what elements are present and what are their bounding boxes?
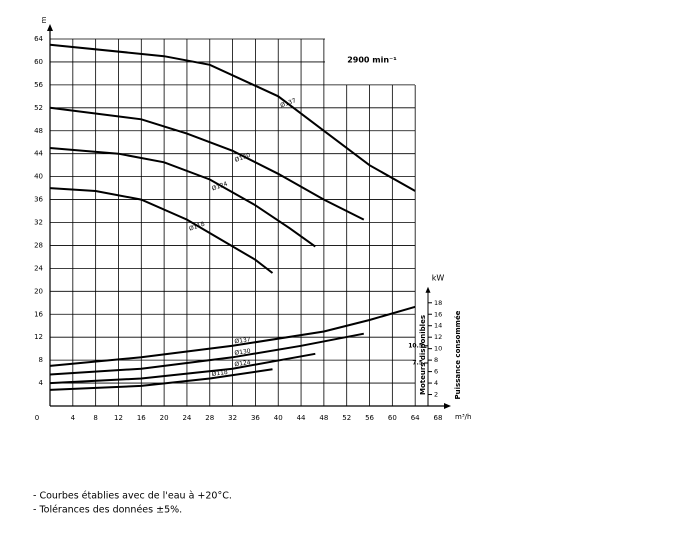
x-tick-label: 8: [93, 414, 97, 422]
x-tick-label: 56: [365, 414, 374, 422]
y-tick-label: 56: [34, 81, 43, 89]
y2-tick-label: 4: [434, 379, 438, 387]
curve-label: Ø137: [234, 336, 251, 345]
curve: [49, 187, 274, 274]
x-tick-label: 68: [434, 414, 443, 422]
y2-tick-label: 2: [434, 391, 438, 399]
y-tick-label: 36: [34, 196, 43, 204]
y-tick-label: 4: [39, 379, 44, 387]
chart-title: 2900 min⁻¹: [347, 56, 397, 65]
y-tick-label: 20: [34, 287, 43, 295]
y-tick-label: 12: [34, 333, 43, 341]
y-tick-label: 44: [34, 150, 43, 158]
x-tick-label: 0: [35, 414, 39, 422]
y-tick-label: 48: [34, 127, 43, 135]
y-tick-label: 8: [39, 356, 43, 364]
note: - Tolérances des données ±5%.: [33, 505, 182, 516]
y2-tick-label: 12: [434, 333, 442, 341]
y2-axis-label-left: Moteurs disponibles: [419, 315, 427, 395]
y2-axis-label-right: Puissance consommée: [454, 310, 462, 399]
curve: [49, 368, 273, 391]
y-axis-arrow: [47, 24, 53, 31]
y-tick-label: 24: [34, 264, 43, 272]
x-tick-label: 12: [114, 414, 123, 422]
curve: [49, 305, 416, 367]
x-tick-label: 28: [205, 414, 214, 422]
y2-tick-label: 16: [434, 310, 442, 318]
curve-label: Ø118: [211, 369, 228, 378]
x-axis-label: m³/h: [455, 413, 471, 421]
curve: [49, 147, 316, 248]
curve: [49, 332, 364, 376]
y-tick-label: 32: [34, 219, 43, 227]
y-tick-label: 16: [34, 310, 43, 318]
y2-tick-label: 10: [434, 345, 442, 353]
motor-tick-label: 10.5: [408, 342, 423, 349]
y2-axis-arrow: [425, 286, 431, 293]
curve: [49, 352, 316, 385]
y2-tick-label: 14: [434, 322, 442, 330]
y2-tick-label: 6: [434, 368, 438, 376]
curve: [49, 43, 416, 192]
y-tick-label: 40: [34, 173, 43, 181]
curve: [49, 106, 365, 221]
x-tick-label: 16: [137, 414, 146, 422]
y2-tick-label: 18: [434, 299, 442, 307]
curve-label: Ø124: [234, 359, 251, 368]
x-tick-label: 24: [182, 414, 191, 422]
y-tick-label: 52: [34, 104, 43, 112]
x-tick-label: 20: [160, 414, 169, 422]
curve-label: Ø130: [234, 348, 251, 357]
x-tick-label: 48: [319, 414, 328, 422]
y-tick-label: 64: [34, 35, 43, 43]
x-tick-label: 64: [411, 414, 420, 422]
x-tick-label: 4: [71, 414, 76, 422]
x-tick-label: 44: [297, 414, 306, 422]
note: - Courbes établies avec de l'eau à +20°C…: [33, 491, 232, 502]
x-tick-label: 40: [274, 414, 283, 422]
x-tick-label: 36: [251, 414, 260, 422]
x-axis-arrow: [444, 403, 451, 409]
y-tick-label: 28: [34, 241, 43, 249]
motor-tick-label: 7.5: [412, 359, 423, 366]
y-tick-label: 60: [34, 58, 43, 66]
y2-axis-label: kW: [432, 274, 445, 283]
y2-tick-label: 8: [434, 356, 438, 364]
x-tick-label: 32: [228, 414, 237, 422]
x-tick-label: 52: [342, 414, 351, 422]
y-axis-label: m: [40, 16, 48, 23]
x-tick-label: 60: [388, 414, 397, 422]
